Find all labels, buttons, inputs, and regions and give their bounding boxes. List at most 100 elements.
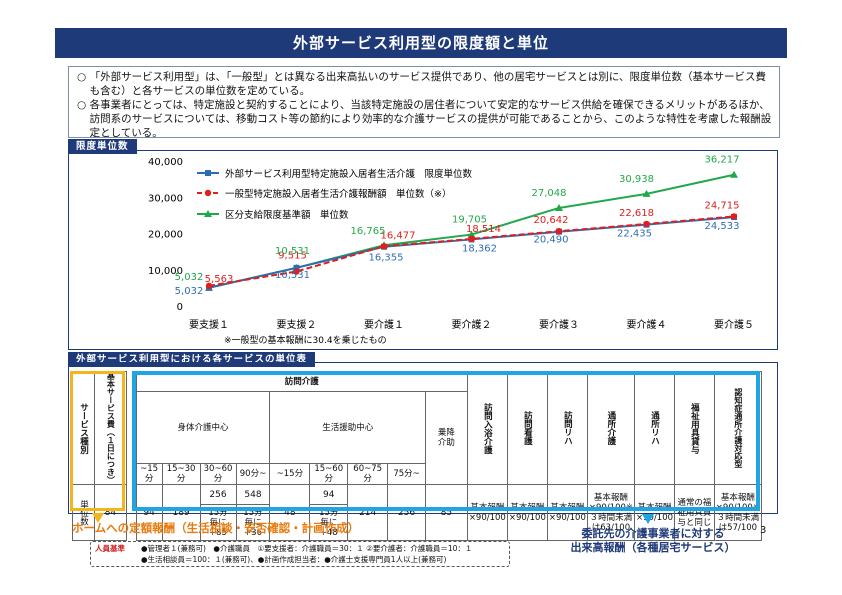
data-label: 9,515 [278, 251, 307, 262]
data-label: 30,938 [619, 174, 654, 185]
data-label: 5,563 [205, 274, 234, 285]
spacer [126, 372, 136, 541]
x-tick-label: 要介護１ [364, 318, 404, 331]
header-service-7: 認知症通所介護対応型 [713, 371, 763, 485]
legend-marker [204, 189, 212, 197]
data-label: 16,765 [351, 226, 386, 237]
seikatsu-col-4: 75分~ [387, 463, 426, 485]
shintai-val-4: 548 [235, 484, 271, 505]
outsourced-arrow-icon [642, 514, 654, 524]
shintai-val-1: 94 [135, 484, 163, 541]
x-tick-label: 要介護４ [627, 318, 667, 331]
data-point [205, 282, 213, 290]
x-tick-label: 要介護５ [714, 318, 754, 331]
data-point [293, 264, 300, 271]
intro-box: ○ 「外部サービス利用型」は、「一般型」とは異なる出来高払いのサービス提供であり、… [68, 66, 780, 139]
seikatsu-val-4: 256 [387, 484, 426, 541]
intro-paragraph-1: ○ 「外部サービス利用型」は、「一般型」とは異なる出来高払いのサービス提供であり、… [77, 71, 767, 97]
data-point [730, 213, 738, 220]
data-label: 18,514 [466, 224, 501, 235]
staff-line-1: ●管理者１(兼務可) ●介護職員 ①要支援者：介護職員＝30：１ ②要介護者：介… [141, 544, 473, 553]
data-point [642, 189, 651, 197]
header-service-5: 通所リハ [633, 371, 676, 485]
data-point [293, 268, 300, 275]
header-houmon-kaigo: 訪問介護 [135, 371, 468, 392]
x-tick-label: 要介護３ [539, 318, 579, 331]
seikatsu-col-2: 15~60分 [309, 463, 349, 485]
base-value: 84 [93, 484, 127, 541]
data-label: 24,533 [705, 221, 740, 232]
data-point [555, 203, 563, 211]
home-arrow-icon [92, 513, 104, 523]
x-tick-label: 要介護２ [452, 318, 492, 331]
page-title: 外部サービス利用型の限度額と単位 [55, 28, 787, 58]
col-base-fee: 基本サービス費（１日につき） [93, 371, 127, 485]
shintai-col-2: 15~30分 [161, 463, 201, 485]
data-label: 20,642 [534, 215, 569, 226]
data-label: 5,032 [175, 272, 204, 283]
unit-table: サービス種別 基本サービス費（１日につき） 訪問介護 訪問入浴介護 訪問看護 訪… [72, 371, 763, 541]
header-service-2: 訪問看護 [506, 371, 548, 485]
header-seikatsu: 生活援助中心 [269, 391, 426, 464]
data-label: 18,362 [462, 243, 497, 254]
chart-footnote: ※一般型の基本報酬に30.4を乗じたもの [224, 334, 387, 346]
limit-chart: 0 10,000 20,000 30,000 40,000 要支援１ 要支援２ 要介護１ 要介護… [68, 150, 778, 350]
data-label: 10,531 [275, 246, 310, 257]
home-caption: ホームへの定額報酬（生活相談・安否確認・計画作成） [72, 521, 360, 535]
data-label: 24,715 [705, 200, 740, 211]
data-point [643, 220, 650, 228]
data-label: 36,217 [705, 155, 740, 166]
shintai-col-1: ~15分 [135, 463, 163, 485]
seikatsu-val-3: 214 [347, 484, 389, 541]
y-tick-label: 30,000 [148, 193, 183, 204]
data-point [730, 170, 738, 178]
staff-line-2: ●生活相談員＝100：１(兼務可)、●計画作成担当者：●介護士支援専門員1人以上… [141, 555, 447, 564]
page-number: 3 [760, 525, 767, 536]
shintai-col-4: 90分~ [235, 463, 271, 485]
x-tick-label: 要支援２ [277, 318, 317, 331]
legend-label: 一般型特定施設入居者生活介護報酬額 単位数（※） [225, 188, 451, 200]
shintai-val-2: 189 [161, 484, 201, 541]
joukou-val: 85 [424, 484, 468, 541]
header-service-4: 通所介護 [586, 371, 636, 485]
shintai-col-3: 30~60分 [199, 463, 237, 485]
y-tick-label: 20,000 [148, 230, 183, 241]
service-val-6: 通常の福祉用具貸与と同じ [674, 484, 715, 541]
legend-marker [205, 170, 211, 176]
data-point [380, 243, 388, 250]
header-service-6: 福祉用具貸与 [674, 371, 715, 485]
seikatsu-val-2: 94 [309, 484, 349, 505]
shintai-val-3: 256 [199, 484, 237, 505]
intro-paragraph-2: ○ 各事業者にとっては、特定施設と契約することにより、当該特定施設の居住者について… [77, 99, 772, 139]
outsourced-caption: 委託先の介護事業者に対する 出来高報酬（各種居宅サービス） [570, 527, 736, 554]
seikatsu-col-3: 60~75分 [347, 463, 389, 485]
y-tick-label: 0 [177, 302, 183, 313]
data-label: 16,355 [369, 253, 404, 264]
staff-standards: 人員基準 ●管理者１(兼務可) ●介護職員 ①要支援者：介護職員＝30：１ ②要介… [90, 541, 510, 567]
data-label: 10,531 [275, 270, 310, 281]
unit-table-box: サービス種別 基本サービス費（１日につき） 訪問介護 訪問入浴介護 訪問看護 訪… [68, 362, 778, 541]
header-service-1: 訪問入浴介護 [466, 371, 508, 485]
data-label: 20,490 [534, 235, 569, 246]
y-tick-label: 40,000 [148, 157, 183, 168]
data-label: 5,032 [175, 286, 204, 297]
data-point [467, 230, 476, 238]
y-tick-label: 10,000 [148, 266, 183, 277]
col-service-type: サービス種別 [72, 371, 95, 485]
header-shintai: 身体介護中心 [135, 391, 271, 464]
service-val-1: 基本報酬×90/100 [466, 484, 508, 541]
data-point [555, 227, 563, 235]
table-section-label: 外部サービス利用型における各サービスの単位表 [68, 352, 316, 367]
legend-label: 外部サービス利用型特定施設入居者生活介護 限度単位数 [225, 168, 473, 180]
header-service-3: 訪問リハ [546, 371, 588, 485]
data-label: 22,618 [619, 208, 654, 219]
data-label: 27,048 [532, 188, 567, 199]
data-label: 16,477 [381, 230, 416, 241]
data-label: 22,435 [617, 229, 652, 240]
seikatsu-col-1: ~15分 [269, 463, 311, 485]
data-label: 19,705 [452, 215, 487, 226]
chart-canvas: 0 10,000 20,000 30,000 40,000 要支援１ 要支援２ 要介護１ 要介護… [148, 155, 754, 346]
row-unit-label: 単位数 [72, 484, 95, 541]
header-joukou: 乗降介助 [424, 391, 468, 485]
service-val-2: 基本報酬×90/100 [506, 484, 548, 541]
